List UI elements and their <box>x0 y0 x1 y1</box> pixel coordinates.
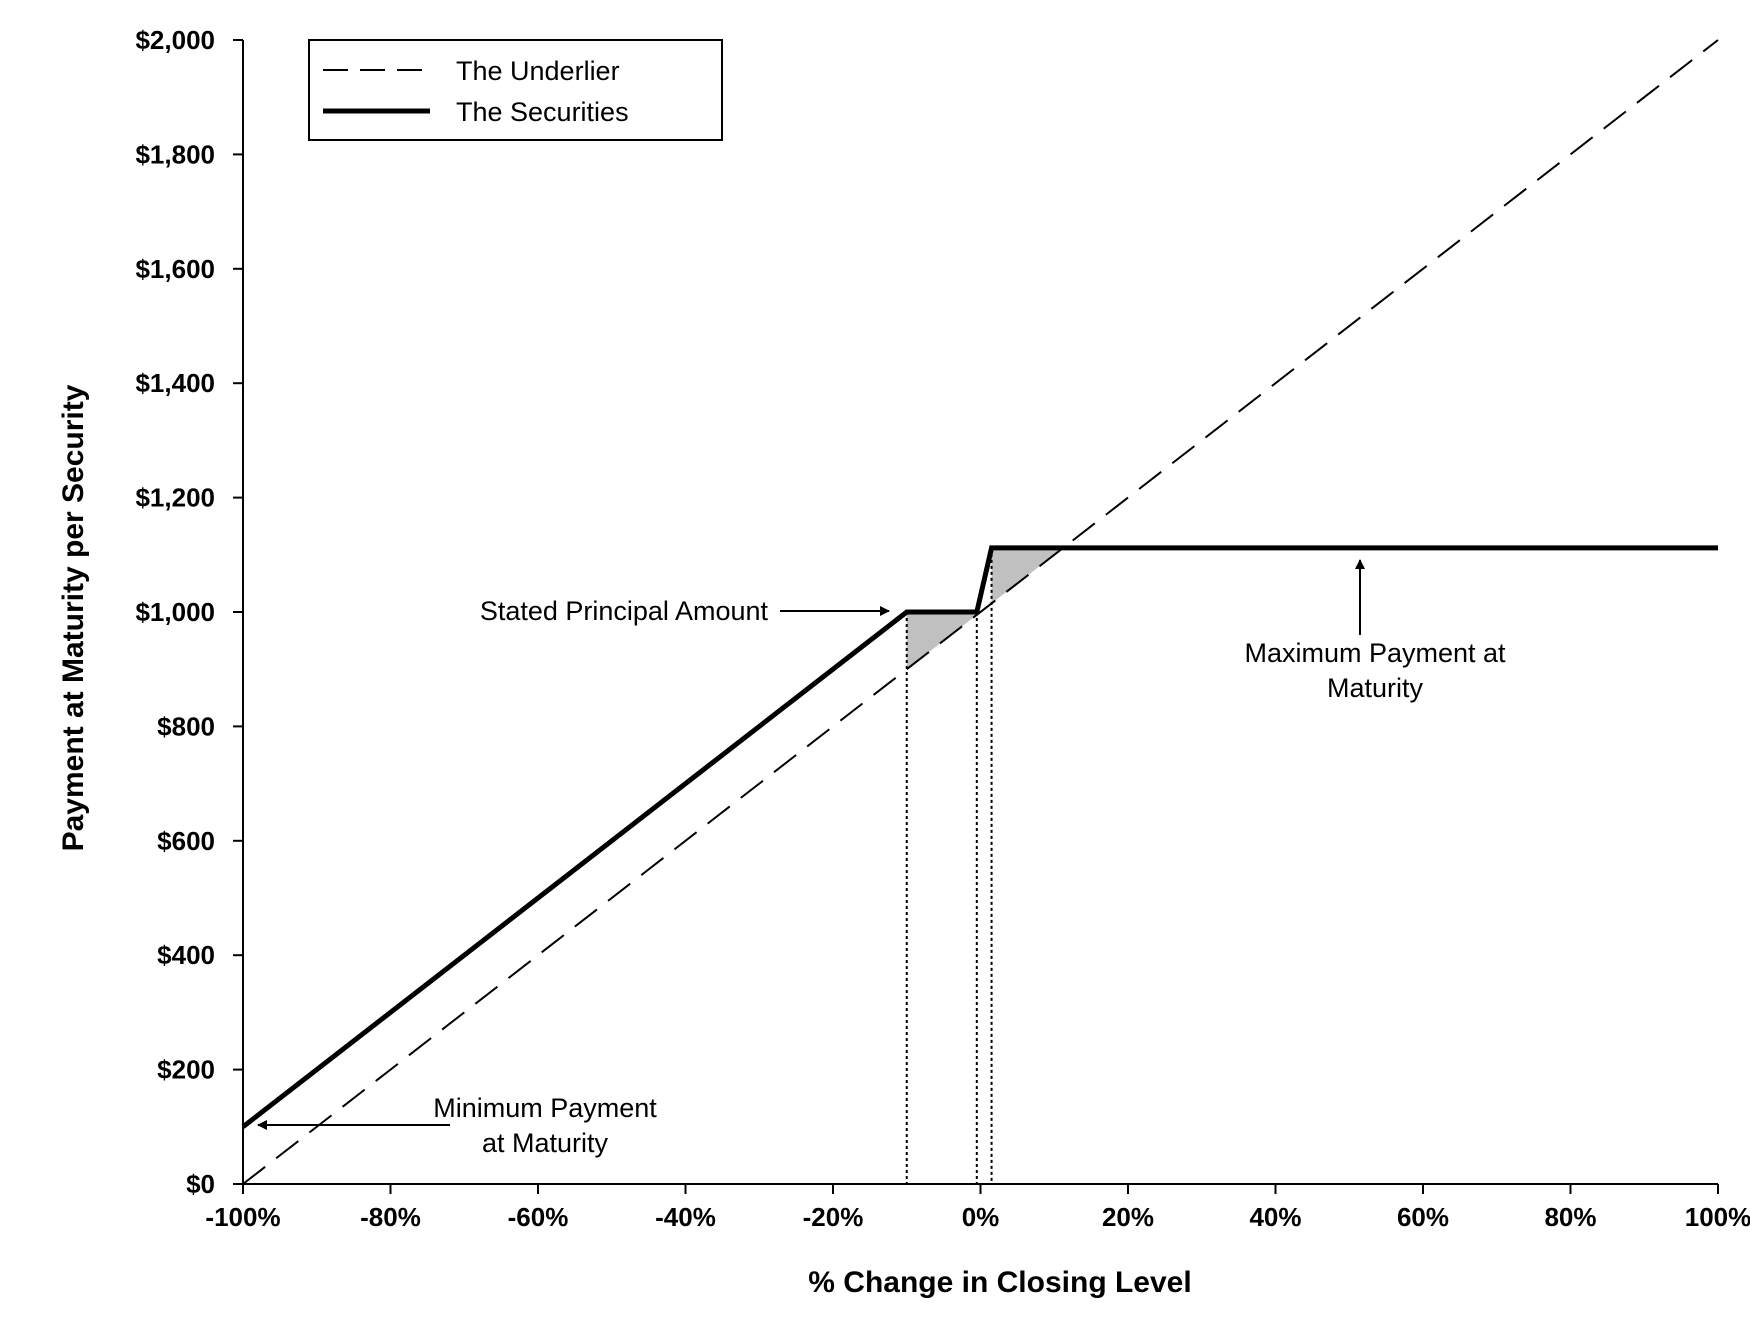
annotation-min-payment-line2: at Maturity <box>482 1128 609 1158</box>
annotation-max-payment-line2: Maturity <box>1327 673 1424 703</box>
series-line-the-underlier <box>242 39 1719 1185</box>
annotations: Stated Principal Amount Maximum Payment … <box>257 559 1506 1158</box>
x-tick-label: 100% <box>1685 1202 1750 1232</box>
series-layer <box>241 39 1719 1185</box>
y-tick-label: $2,000 <box>135 25 215 55</box>
y-tick-label: $1,600 <box>135 254 215 284</box>
legend: The Underlier The Securities <box>308 39 723 141</box>
annotation-stated-principal: Stated Principal Amount <box>480 596 769 626</box>
x-tick-label: -20% <box>803 1202 864 1232</box>
x-axis-ticks: -100% -80% -60% -40% -20% 0% 20% 40% 60% 80% 100% <box>205 1184 1750 1232</box>
x-tick-label: 80% <box>1544 1202 1596 1232</box>
legend-label-securities: The Securities <box>456 97 629 127</box>
y-tick-label: $200 <box>157 1055 215 1085</box>
series-line-the-securities <box>241 545 1718 1129</box>
x-axis-title: % Change in Closing Level <box>808 1266 1191 1299</box>
y-tick-label: $1,400 <box>135 368 215 398</box>
reference-lines <box>905 547 993 1184</box>
y-tick-label: $1,800 <box>135 139 215 169</box>
y-axis-title: Payment at Maturity per Security <box>57 384 90 851</box>
x-tick-label: 0% <box>962 1202 1000 1232</box>
y-tick-label: $0 <box>186 1169 215 1199</box>
annotation-min-payment-line1: Minimum Payment <box>433 1093 657 1123</box>
y-tick-label: $600 <box>157 826 215 856</box>
y-tick-label: $400 <box>157 940 215 970</box>
legend-label-underlier: The Underlier <box>456 56 620 86</box>
annotation-max-payment-line1: Maximum Payment at <box>1244 638 1506 668</box>
y-axis-ticks: $0 $200 $400 $600 $800 $1,000 $1,200 $1,400 $1,6… <box>135 25 243 1199</box>
x-tick-label: -100% <box>205 1202 280 1232</box>
y-tick-label: $1,000 <box>135 597 215 627</box>
x-tick-label: -80% <box>360 1202 421 1232</box>
x-tick-label: 60% <box>1397 1202 1449 1232</box>
legend-box <box>308 39 723 141</box>
x-tick-label: 40% <box>1249 1202 1301 1232</box>
x-tick-label: -60% <box>508 1202 569 1232</box>
x-tick-label: -40% <box>655 1202 716 1232</box>
y-tick-label: $1,200 <box>135 483 215 513</box>
x-tick-label: 20% <box>1102 1202 1154 1232</box>
y-tick-label: $800 <box>157 711 215 741</box>
